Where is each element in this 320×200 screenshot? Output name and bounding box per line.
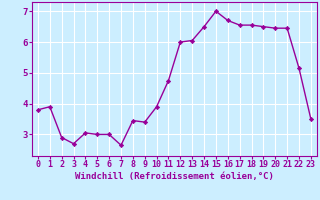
X-axis label: Windchill (Refroidissement éolien,°C): Windchill (Refroidissement éolien,°C) xyxy=(75,172,274,181)
